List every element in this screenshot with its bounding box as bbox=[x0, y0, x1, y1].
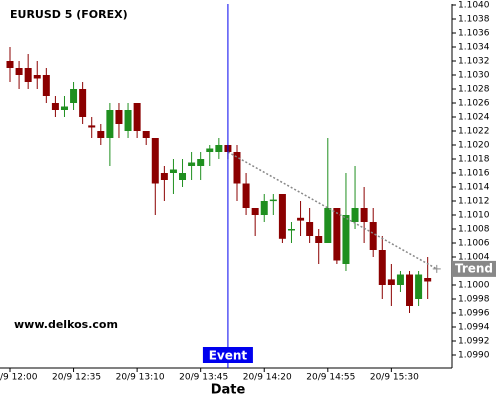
y-tick-label: 1.1020 bbox=[458, 141, 490, 151]
y-tick-label: 1.1014 bbox=[458, 183, 490, 193]
y-tick-label: 1.1040 bbox=[458, 1, 490, 11]
candle-body bbox=[133, 103, 141, 131]
y-tick-label: 1.0998 bbox=[458, 295, 490, 305]
y-tick-label: 1.1016 bbox=[458, 169, 490, 179]
y-tick-label: 1.1010 bbox=[458, 211, 490, 221]
candle-body bbox=[151, 138, 159, 184]
candle-body bbox=[169, 169, 177, 173]
y-tick-label: 1.0992 bbox=[458, 337, 490, 347]
y-tick-label: 1.1024 bbox=[458, 113, 490, 123]
event-label: Event bbox=[209, 349, 248, 363]
candle-body bbox=[70, 89, 78, 103]
candle-body bbox=[206, 148, 214, 152]
candle-body bbox=[60, 106, 68, 110]
candle-body bbox=[333, 208, 341, 261]
candle-body bbox=[142, 131, 150, 138]
candle-body bbox=[124, 110, 132, 131]
candle-body bbox=[269, 199, 277, 202]
x-tick-label: 20/9 13:10 bbox=[116, 373, 165, 383]
candle-body bbox=[197, 159, 205, 166]
y-tick-label: 1.1034 bbox=[458, 43, 490, 53]
y-tick-label: 1.1030 bbox=[458, 71, 490, 81]
candle-body bbox=[351, 208, 359, 222]
y-tick-label: 1.1018 bbox=[458, 155, 490, 165]
candle-body bbox=[179, 173, 187, 180]
candle-body bbox=[406, 274, 414, 306]
y-tick-label: 1.0994 bbox=[458, 323, 490, 333]
candle-body bbox=[242, 183, 250, 208]
candle-body bbox=[24, 68, 32, 82]
trend-label: Trend bbox=[455, 261, 493, 275]
y-tick-label: 1.1026 bbox=[458, 99, 490, 109]
candle-body bbox=[33, 75, 41, 79]
y-tick-label: 1.1028 bbox=[458, 85, 490, 95]
candle-body bbox=[415, 274, 423, 299]
candle-body bbox=[360, 208, 368, 222]
candle-body bbox=[424, 278, 432, 282]
watermark: www.delkos.com bbox=[14, 318, 118, 331]
candle-body bbox=[115, 110, 123, 124]
y-tick-label: 1.1006 bbox=[458, 239, 490, 249]
candle-body bbox=[233, 152, 241, 184]
candle-body bbox=[315, 236, 323, 243]
y-tick-label: 1.1012 bbox=[458, 197, 490, 207]
x-tick-label: 20/9 12:35 bbox=[52, 373, 101, 383]
x-tick-label: 20/9 14:20 bbox=[243, 373, 292, 383]
y-tick-label: 1.1036 bbox=[458, 29, 490, 39]
y-tick-label: 1.1004 bbox=[458, 253, 490, 263]
candle-body bbox=[188, 162, 196, 166]
candle-body bbox=[97, 131, 105, 138]
candle-body bbox=[387, 279, 395, 285]
y-tick-label: 1.1000 bbox=[458, 281, 490, 291]
candle-body bbox=[79, 89, 87, 117]
event-label-box bbox=[202, 347, 253, 363]
candle-body bbox=[260, 201, 268, 215]
candle-body bbox=[51, 103, 59, 110]
x-tick-label: 20/9 14:55 bbox=[306, 373, 355, 383]
candle-body bbox=[306, 222, 314, 236]
candle-body bbox=[378, 250, 386, 285]
y-tick-label: 1.0996 bbox=[458, 309, 490, 319]
candle-body bbox=[251, 208, 259, 215]
x-axis-label: Date bbox=[211, 383, 246, 398]
candle-body bbox=[106, 110, 114, 138]
trend-label-box bbox=[452, 260, 496, 277]
candle-body bbox=[297, 217, 305, 221]
candle-body bbox=[88, 125, 96, 128]
x-tick-label: 20/9 13:45 bbox=[179, 373, 228, 383]
y-tick-label: 1.1022 bbox=[458, 127, 490, 137]
candle-body bbox=[160, 173, 168, 180]
candle-body bbox=[278, 194, 286, 239]
candle-body bbox=[6, 61, 14, 68]
x-tick-label: 20/9 15:30 bbox=[370, 373, 419, 383]
candle-body bbox=[396, 274, 404, 285]
candle-body bbox=[42, 75, 50, 96]
y-tick-label: 1.1032 bbox=[458, 57, 490, 67]
candle-body bbox=[15, 68, 23, 75]
candle-body bbox=[287, 229, 295, 231]
y-tick-label: 1.0990 bbox=[458, 351, 490, 361]
candle-body bbox=[342, 215, 350, 264]
candle-body bbox=[369, 222, 377, 250]
candle-body bbox=[215, 145, 223, 152]
y-tick-label: 1.1008 bbox=[458, 225, 490, 235]
x-tick-label: 20/9 12:00 bbox=[0, 373, 38, 383]
y-tick-label: 1.1038 bbox=[458, 15, 490, 25]
candle-body bbox=[324, 208, 332, 243]
chart-title: EURUSD 5 (FOREX) bbox=[10, 8, 128, 21]
